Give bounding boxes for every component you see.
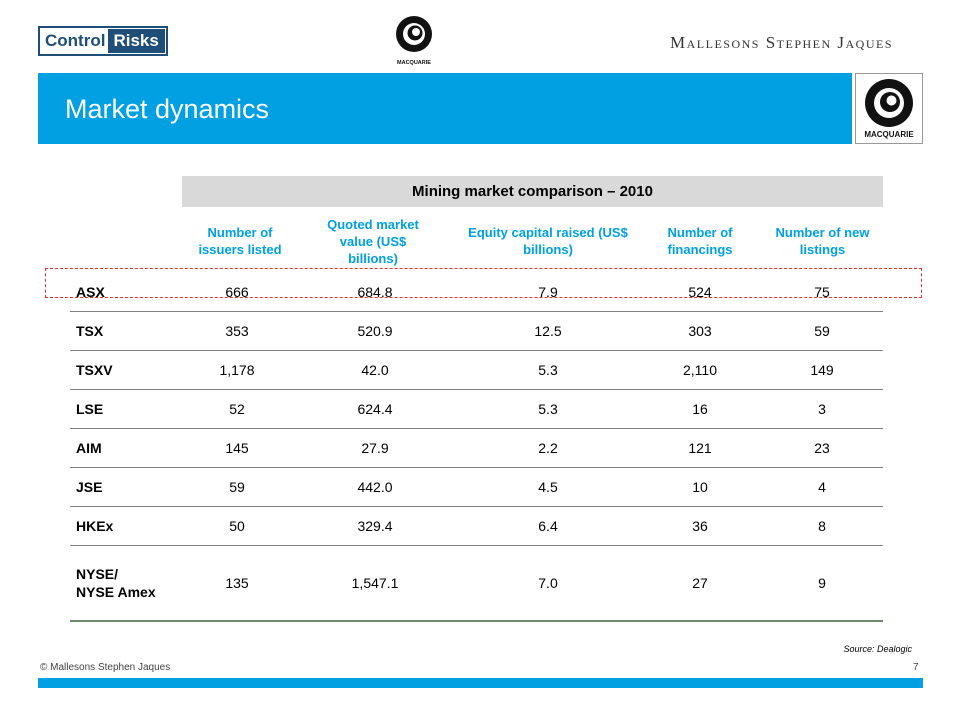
column-header-equity-raised: Equity capital raised (US$ billions) [468,225,628,257]
table-row: TSX 353 520.9 12.5 303 59 [70,311,883,351]
row-label: ASX [76,283,105,300]
cell-equity-raised: 2.2 [538,439,558,456]
cell-equity-raised: 7.9 [538,283,558,300]
page-title: Market dynamics [65,94,270,124]
cell-issuers: 666 [225,283,249,300]
cell-new-listings: 149 [810,361,834,378]
cell-issuers: 1,178 [219,361,255,378]
table-row: TSXV 1,178 42.0 5.3 2,110 149 [70,350,883,390]
cell-new-listings: 8 [818,517,826,534]
cell-financings: 27 [692,574,708,591]
source-note: Source: Dealogic [843,644,912,654]
cell-equity-raised: 4.5 [538,478,558,495]
cell-market-value: 624.4 [357,400,393,417]
cell-issuers: 52 [229,400,245,417]
cell-financings: 121 [688,439,712,456]
column-header-market-value: Quoted market value (US$ billions) [327,216,419,266]
macquarie-logo-small: MACQUARIE [396,16,432,66]
cell-new-listings: 9 [818,574,826,591]
column-header-new-listings: Number of new listings [775,225,870,257]
footer-bar [38,678,923,688]
control-risks-logo-part1: Control [41,29,109,53]
row-label: HKEx [76,517,114,534]
control-risks-logo: Control Risks [38,26,168,56]
title-bar: Market dynamics [38,73,852,144]
cell-market-value: 27.9 [361,439,389,456]
table-row: LSE 52 624.4 5.3 16 3 [70,389,883,429]
table-row: HKEx 50 329.4 6.4 36 8 [70,506,883,546]
cell-market-value: 520.9 [357,322,393,339]
control-risks-logo-part2: Risks [108,29,165,53]
cell-equity-raised: 12.5 [534,322,562,339]
table-title: Mining market comparison – 2010 [182,176,883,207]
row-label: JSE [76,478,103,495]
cell-equity-raised: 6.4 [538,517,558,534]
cell-equity-raised: 5.3 [538,361,558,378]
row-label: NYSE/ NYSE Amex [76,565,156,600]
cell-new-listings: 3 [818,400,826,417]
cell-market-value: 42.0 [361,361,389,378]
footer-copyright: © Mallesons Stephen Jaques [40,662,171,673]
row-label: TSX [76,322,104,339]
cell-financings: 36 [692,517,708,534]
cell-financings: 524 [688,283,712,300]
cell-issuers: 135 [225,574,249,591]
cell-equity-raised: 5.3 [538,400,558,417]
row-label: TSXV [76,361,113,378]
cell-equity-raised: 7.0 [538,574,558,591]
table-row: ASX 666 684.8 7.9 524 75 [70,272,883,312]
cell-financings: 2,110 [683,361,717,378]
macquarie-logo-large-text: MACQUARIE [864,130,914,139]
cell-issuers: 50 [229,517,245,534]
cell-financings: 10 [692,478,708,495]
cell-financings: 16 [692,400,708,417]
page-number: 7 [913,662,919,673]
cell-market-value: 684.8 [357,283,393,300]
macquarie-logo-large: MACQUARIE [855,73,923,144]
cell-new-listings: 23 [814,439,830,456]
cell-issuers: 59 [229,478,245,495]
row-label: AIM [76,439,102,456]
row-label: LSE [76,400,104,417]
cell-financings: 303 [688,322,712,339]
column-header-issuers: Number of issuers listed [198,225,282,257]
cell-issuers: 353 [225,322,249,339]
cell-new-listings: 4 [818,478,826,495]
table-row: AIM 145 27.9 2.2 121 23 [70,428,883,468]
table-row: NYSE/ NYSE Amex 135 1,547.1 7.0 27 9 [70,545,883,622]
cell-issuers: 145 [225,439,249,456]
table-row: JSE 59 442.0 4.5 10 4 [70,467,883,507]
column-header-financings: Number of financings [667,225,733,257]
macquarie-logo-small-text: MACQUARIE [397,60,431,66]
cell-market-value: 442.0 [357,478,393,495]
mallesons-logo: Mallesons Stephen Jaques [670,33,894,52]
cell-new-listings: 59 [814,322,830,339]
cell-market-value: 1,547.1 [351,574,399,591]
cell-market-value: 329.4 [357,517,393,534]
cell-new-listings: 75 [814,283,830,300]
